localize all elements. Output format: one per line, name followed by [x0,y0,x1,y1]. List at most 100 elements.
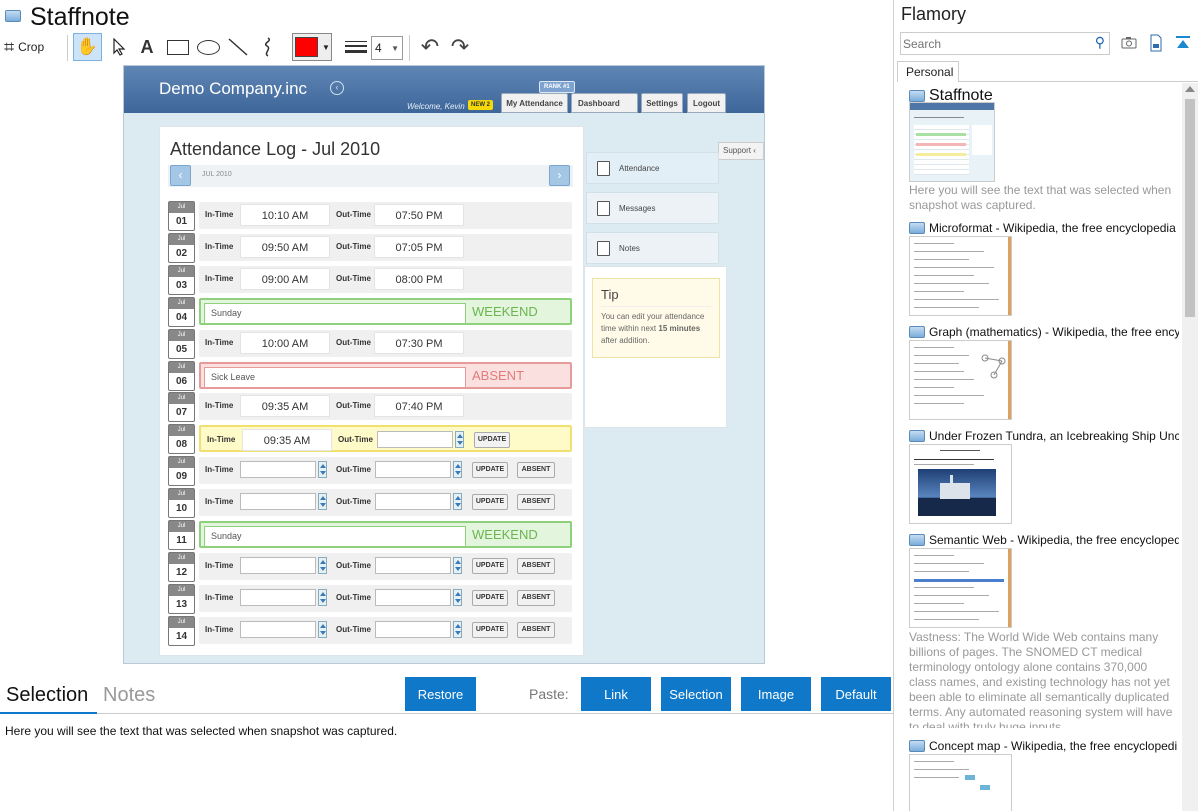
update-button[interactable]: UPDATE [472,622,508,638]
prev-month-button[interactable]: ‹ [170,165,191,186]
note-field[interactable]: Sunday [204,526,466,547]
rectangle-tool-button[interactable] [164,33,192,61]
undo-button[interactable]: ↶ [416,33,444,61]
in-time-input[interactable] [240,493,316,510]
side-tab-messages[interactable]: Messages [586,192,719,224]
paste-link-button[interactable]: Link [581,677,651,711]
tab-selection[interactable]: Selection [0,678,97,714]
paste-image-button[interactable]: Image [741,677,811,711]
out-time-stepper[interactable] [453,461,462,478]
document-button[interactable] [1148,34,1164,52]
out-time-input[interactable] [375,461,451,478]
collapse-button[interactable] [1175,34,1191,52]
in-time-value[interactable]: 09:00 AM [240,268,330,290]
in-time-value[interactable]: 09:50 AM [240,236,330,258]
absent-button[interactable]: ABSENT [517,494,555,510]
list-item[interactable]: Staffnote Here you will see the text tha… [895,87,1183,217]
out-time-stepper[interactable] [453,621,462,638]
paste-default-button[interactable]: Default [821,677,891,711]
line-width-select[interactable]: 4 ▼ [371,36,403,60]
out-time-stepper[interactable] [455,431,464,448]
out-time-input[interactable] [377,431,453,448]
paste-selection-button[interactable]: Selection [661,677,731,711]
tab-notes[interactable]: Notes [98,678,168,714]
freehand-tool-button[interactable] [254,33,282,61]
note-field[interactable]: Sunday [204,303,466,324]
text-tool-button[interactable]: A [135,33,159,61]
out-time-stepper[interactable] [453,589,462,606]
update-button[interactable]: UPDATE [472,558,508,574]
line-tool-button[interactable] [225,33,251,61]
nav-my-attendance[interactable]: My Attendance [501,93,568,113]
out-time-value[interactable]: 07:40 PM [374,395,464,417]
out-time-value[interactable]: 07:50 PM [374,204,464,226]
in-time-input[interactable] [240,621,316,638]
out-time-input[interactable] [375,493,451,510]
update-button[interactable]: UPDATE [472,494,508,510]
update-button[interactable]: UPDATE [472,590,508,606]
in-time-input[interactable] [240,461,316,478]
out-time-input[interactable] [375,621,451,638]
in-time-value[interactable]: 10:00 AM [240,332,330,354]
out-time-stepper[interactable] [453,557,462,574]
update-button[interactable]: UPDATE [472,462,508,478]
in-time-stepper[interactable] [318,493,327,510]
scroll-up-arrow-icon[interactable] [1185,86,1195,92]
scrollbar-thumb[interactable] [1185,99,1195,317]
in-time-stepper[interactable] [318,621,327,638]
list-item[interactable]: Graph (mathematics) - Wikipedia, the fre… [895,324,1183,424]
list-item[interactable]: Semantic Web - Wikipedia, the free encyc… [895,532,1183,736]
tab-personal[interactable]: Personal [897,61,959,82]
in-time-stepper[interactable] [318,557,327,574]
update-button[interactable]: UPDATE [474,432,510,448]
hand-tool-button[interactable]: ✋ [73,33,102,61]
search-input[interactable] [903,35,1083,52]
search-icon[interactable]: ⚲ [1094,34,1105,50]
in-time-value[interactable]: 09:35 AM [242,429,332,451]
crop-button[interactable]: ⌗ Crop [4,33,60,61]
absent-button[interactable]: ABSENT [517,590,555,606]
in-time-stepper[interactable] [318,589,327,606]
note-field[interactable]: Sick Leave [204,367,466,388]
out-time-value[interactable]: 08:00 PM [374,268,464,290]
nav-settings[interactable]: Settings [641,93,683,113]
support-tab[interactable]: Support ‹ [718,142,764,160]
redo-button[interactable]: ↷ [446,33,474,61]
ellipse-tool-button[interactable] [194,33,222,61]
out-time-input[interactable] [375,557,451,574]
in-time-input[interactable] [240,589,316,606]
out-time-value[interactable]: 07:05 PM [374,236,464,258]
color-picker[interactable]: ▼ [292,33,332,61]
out-time-value[interactable]: 07:30 PM [374,332,464,354]
collapse-up-icon [1176,36,1190,48]
attendance-row: Jul 07 In-Time 09:35 AM Out-Time 07:40 PM [168,392,574,422]
absent-button[interactable]: ABSENT [517,622,555,638]
select-tool-button[interactable] [105,33,133,61]
out-time-stepper[interactable] [453,493,462,510]
search-box[interactable]: ⚲ [900,32,1110,55]
attendance-row: Jul 13 In-Time Out-Time UPDATE ABSENT [168,584,574,614]
in-time-value[interactable]: 10:10 AM [240,204,330,226]
camera-button[interactable] [1121,34,1137,52]
side-tab-attendance[interactable]: Attendance [586,152,719,184]
next-month-button[interactable]: › [549,165,570,186]
absent-button[interactable]: ABSENT [517,558,555,574]
day-number: 01 [175,216,188,227]
selection-text-area[interactable]: Here you will see the text that was sele… [5,724,398,738]
history-list: Staffnote Here you will see the text tha… [895,83,1198,811]
list-item[interactable]: Concept map - Wikipedia, the free encycl… [895,738,1183,811]
in-time-input[interactable] [240,557,316,574]
scrollbar[interactable] [1182,83,1198,811]
nav-logout[interactable]: Logout [687,93,726,113]
restore-button[interactable]: Restore [405,677,476,711]
list-item[interactable]: Under Frozen Tundra, an Icebreaking Ship… [895,428,1183,528]
in-time-value[interactable]: 09:35 AM [240,395,330,417]
absent-button[interactable]: ABSENT [517,462,555,478]
list-item[interactable]: Microformat - Wikipedia, the free encycl… [895,220,1183,320]
snapshot-image[interactable]: Demo Company.inc ‹ Welcome, Kevin NEW 2 … [123,65,765,664]
out-time-input[interactable] [375,589,451,606]
in-time-stepper[interactable] [318,461,327,478]
line-width-button[interactable] [343,33,369,61]
side-tab-notes[interactable]: Notes [586,232,719,264]
nav-dashboard[interactable]: Dashboard [571,93,638,113]
